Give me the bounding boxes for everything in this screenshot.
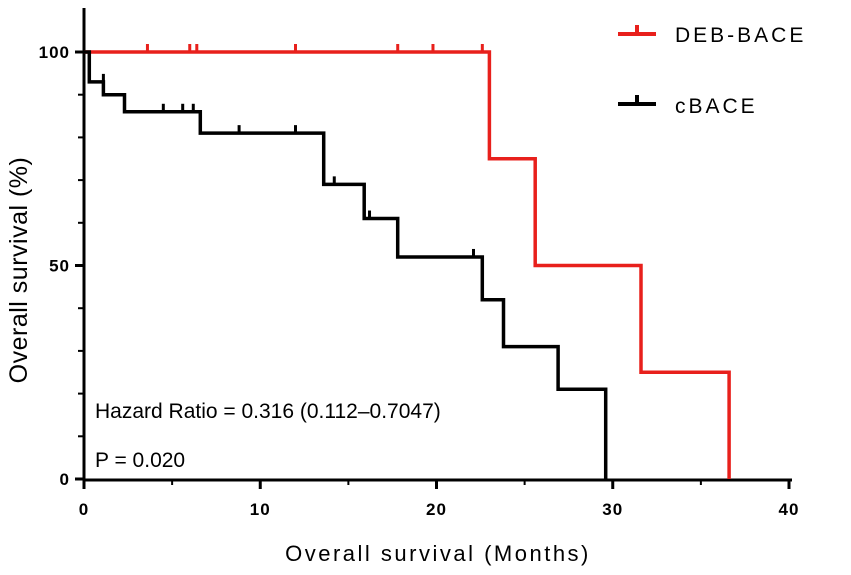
legend: DEB-BACE cBACE [618,24,806,118]
x-tick-label-30: 30 [602,500,623,519]
legend-item-cbace: cBACE [618,95,758,118]
y-tick-label-0: 0 [60,470,70,489]
p-value-annotation: P = 0.020 [95,449,185,472]
x-tick-label-20: 20 [426,500,447,519]
x-axis-title: Overall survival (Months) [285,541,591,566]
legend-label-deb-bace: DEB-BACE [675,24,806,47]
y-tick-label-50: 50 [49,257,70,276]
series-layer [84,44,731,479]
legend-label-cbace: cBACE [675,95,758,118]
y-tick-label-100: 100 [39,43,70,62]
series-line-deb-bace [84,50,731,479]
legend-item-deb-bace: DEB-BACE [618,24,806,47]
hazard-ratio-annotation: Hazard Ratio = 0.316 (0.112–0.7047) [95,400,441,423]
y-axis-title: Overall survival (%) [5,157,33,384]
x-tick-label-0: 0 [79,500,89,519]
series-line-cbace [84,50,608,479]
ticks: 0 50 100 0 10 20 30 40 [39,43,800,519]
x-tick-label-40: 40 [779,500,800,519]
x-tick-label-10: 10 [250,500,271,519]
